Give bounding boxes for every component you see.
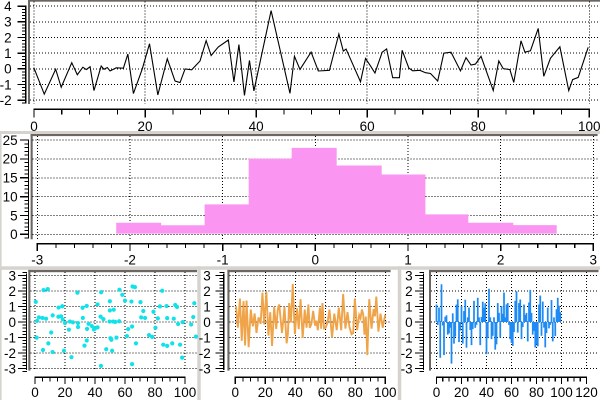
svg-text:-1: -1 bbox=[401, 330, 413, 345]
svg-text:40: 40 bbox=[249, 119, 264, 134]
svg-text:-3: -3 bbox=[199, 361, 211, 376]
svg-text:25: 25 bbox=[3, 133, 18, 148]
svg-text:1: 1 bbox=[4, 46, 12, 61]
svg-text:100: 100 bbox=[550, 385, 573, 400]
svg-text:-1: -1 bbox=[0, 77, 12, 92]
svg-text:20: 20 bbox=[138, 119, 153, 134]
svg-text:3: 3 bbox=[4, 15, 12, 30]
svg-text:60: 60 bbox=[117, 385, 132, 400]
svg-text:60: 60 bbox=[318, 385, 333, 400]
svg-text:0: 0 bbox=[405, 315, 413, 330]
svg-text:40: 40 bbox=[479, 385, 494, 400]
svg-text:0: 0 bbox=[232, 385, 240, 400]
svg-text:-2: -2 bbox=[401, 346, 413, 361]
svg-text:80: 80 bbox=[529, 385, 544, 400]
svg-text:1: 1 bbox=[404, 253, 412, 268]
svg-text:15: 15 bbox=[3, 171, 18, 186]
svg-text:-1: -1 bbox=[217, 253, 229, 268]
svg-text:20: 20 bbox=[57, 385, 72, 400]
svg-text:-3: -3 bbox=[401, 361, 413, 376]
svg-text:-2: -2 bbox=[124, 253, 136, 268]
svg-text:20: 20 bbox=[258, 385, 273, 400]
svg-text:0: 0 bbox=[433, 385, 441, 400]
svg-text:80: 80 bbox=[348, 385, 363, 400]
svg-text:-2: -2 bbox=[199, 346, 211, 361]
svg-text:3: 3 bbox=[590, 253, 598, 268]
svg-text:3: 3 bbox=[405, 268, 413, 283]
svg-text:-2: -2 bbox=[4, 346, 16, 361]
svg-text:-3: -3 bbox=[31, 253, 43, 268]
svg-text:-1: -1 bbox=[4, 330, 16, 345]
svg-text:-1: -1 bbox=[199, 330, 211, 345]
svg-text:0: 0 bbox=[4, 62, 12, 77]
svg-text:0: 0 bbox=[312, 253, 320, 268]
svg-text:0: 0 bbox=[8, 315, 16, 330]
svg-text:0: 0 bbox=[30, 119, 38, 134]
svg-text:80: 80 bbox=[147, 385, 162, 400]
svg-text:1: 1 bbox=[405, 299, 413, 314]
svg-text:40: 40 bbox=[87, 385, 102, 400]
svg-text:120: 120 bbox=[575, 385, 598, 400]
svg-text:60: 60 bbox=[504, 385, 519, 400]
svg-text:2: 2 bbox=[497, 253, 505, 268]
svg-text:2: 2 bbox=[8, 284, 16, 299]
svg-text:10: 10 bbox=[3, 189, 18, 204]
svg-text:60: 60 bbox=[360, 119, 375, 134]
svg-text:0: 0 bbox=[31, 385, 39, 400]
svg-text:0: 0 bbox=[10, 227, 18, 242]
svg-text:20: 20 bbox=[3, 152, 18, 167]
svg-text:2: 2 bbox=[405, 284, 413, 299]
svg-text:0: 0 bbox=[203, 315, 211, 330]
svg-text:4: 4 bbox=[4, 0, 12, 14]
svg-text:3: 3 bbox=[8, 268, 16, 283]
svg-text:40: 40 bbox=[288, 385, 303, 400]
svg-text:1: 1 bbox=[203, 299, 211, 314]
svg-text:80: 80 bbox=[471, 119, 486, 134]
svg-text:1: 1 bbox=[8, 299, 16, 314]
svg-text:2: 2 bbox=[4, 30, 12, 45]
svg-text:5: 5 bbox=[10, 208, 18, 223]
svg-text:3: 3 bbox=[203, 268, 211, 283]
svg-text:-2: -2 bbox=[0, 93, 12, 108]
svg-text:-3: -3 bbox=[4, 361, 16, 376]
svg-text:100: 100 bbox=[374, 385, 397, 400]
svg-text:100: 100 bbox=[578, 119, 600, 134]
svg-text:100: 100 bbox=[174, 385, 197, 400]
svg-text:20: 20 bbox=[454, 385, 469, 400]
svg-text:2: 2 bbox=[203, 284, 211, 299]
